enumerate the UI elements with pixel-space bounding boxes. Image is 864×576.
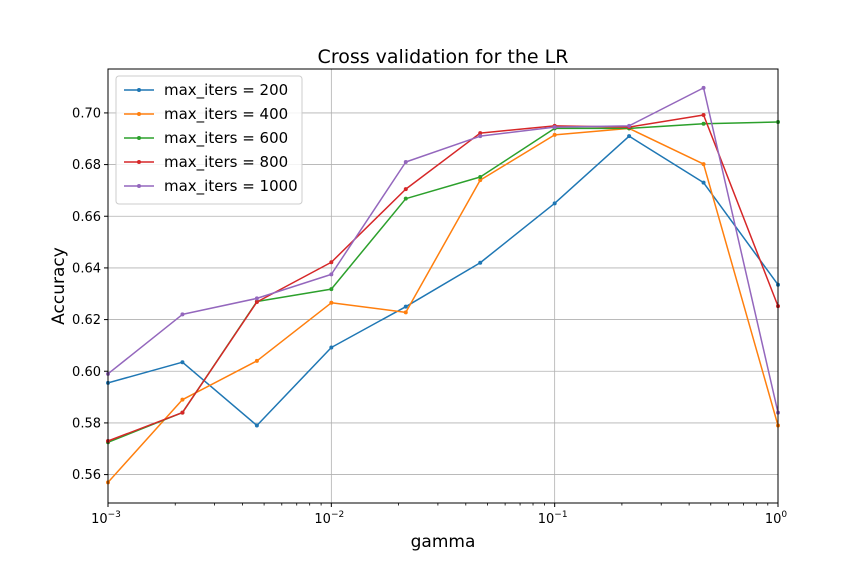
y-axis-label: Accuracy (49, 247, 69, 325)
legend-item: max_iters = 1000 (124, 177, 298, 196)
axes: 0.56 0.58 0.60 0.62 0.64 0.66 0.68 0.70 10−3 10−2… (72, 106, 787, 527)
data-point (403, 196, 408, 201)
series-1 (106, 134, 780, 428)
plot-frame (107, 68, 779, 504)
y-tick-label: 0.60 (72, 365, 101, 380)
y-tick-label: 0.56 (72, 468, 101, 483)
legend-item: max_iters = 400 (124, 105, 288, 124)
y-tick-label: 0.62 (72, 313, 101, 328)
legend-marker (137, 112, 141, 116)
series-line (107, 87, 779, 413)
data-point (701, 121, 706, 126)
x-axis-label: gamma (411, 532, 476, 552)
x-tick-label: 10−2 (314, 510, 344, 527)
chart-title: Cross validation for the LR (318, 46, 569, 68)
data-point (552, 125, 557, 130)
legend-item: max_iters = 200 (124, 81, 288, 100)
data-point (180, 360, 185, 365)
y-tick-label: 0.70 (72, 106, 101, 121)
x-tick-label: 100 (765, 510, 788, 527)
y-tick-label: 0.64 (72, 261, 101, 276)
data-point (329, 287, 334, 292)
data-point (627, 134, 632, 139)
data-point (254, 296, 259, 301)
series-line (107, 114, 779, 442)
data-point (403, 310, 408, 315)
data-point (403, 160, 408, 164)
data-point (478, 178, 483, 183)
legend-marker (137, 88, 141, 92)
y-tick-label: 0.66 (72, 210, 101, 225)
legend: max_iters = 200 max_iters = 400 max_iters … (115, 75, 303, 205)
data-point (701, 162, 706, 167)
legend-item: max_iters = 600 (124, 129, 288, 148)
series-group (106, 85, 780, 485)
series-line (107, 135, 779, 427)
data-point (478, 260, 483, 265)
data-point (701, 112, 706, 117)
series-line (107, 127, 779, 483)
data-point (627, 123, 632, 128)
data-point (552, 132, 557, 137)
legend-label: max_iters = 400 (164, 105, 288, 124)
data-point (403, 304, 408, 309)
legend-marker (137, 184, 141, 188)
data-point (180, 397, 185, 402)
data-point (403, 187, 408, 192)
legend-item: max_iters = 800 (124, 153, 288, 172)
legend-box (115, 75, 303, 205)
data-point (329, 272, 334, 277)
x-tick-label: 10−1 (538, 510, 568, 527)
data-point (254, 423, 259, 428)
legend-label: max_iters = 200 (164, 81, 288, 100)
legend-label: max_iters = 600 (164, 129, 288, 148)
data-point (254, 300, 259, 305)
y-tick-label: 0.68 (72, 158, 101, 173)
data-point (254, 358, 259, 363)
y-tick-label: 0.58 (72, 416, 101, 431)
data-point (701, 180, 706, 185)
data-point (552, 201, 557, 206)
data-point (180, 410, 185, 415)
data-point (329, 260, 334, 265)
legend-label: max_iters = 1000 (164, 177, 298, 196)
data-point (478, 174, 483, 179)
data-point (478, 131, 483, 136)
data-point (329, 300, 334, 305)
series-5 (106, 85, 780, 415)
x-tick-label: 10−3 (91, 510, 121, 527)
legend-marker (137, 136, 141, 140)
legend-label: max_iters = 800 (164, 153, 288, 172)
data-point (180, 312, 185, 317)
data-point (701, 85, 706, 90)
data-point (478, 134, 483, 139)
legend-marker (137, 160, 141, 164)
data-point (329, 345, 334, 350)
